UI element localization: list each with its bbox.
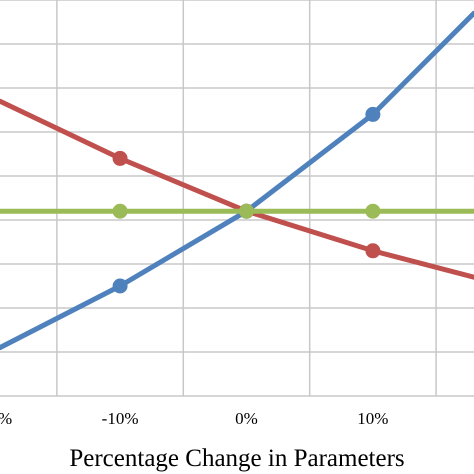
series-lines [0,10,474,351]
grid [0,0,474,397]
series-1-line [0,10,474,351]
x-tick-label: -10% [102,409,139,428]
series-2-point [365,243,381,259]
x-axis-title: Percentage Change in Parameters [69,445,404,472]
series-2-point [112,150,128,166]
x-tick-label: 10% [357,409,388,428]
x-tick-label: 0% [235,409,258,428]
series-3-point [365,203,381,219]
series-1-point [112,278,128,294]
series-3-point [238,203,254,219]
series-1-point [365,106,381,122]
series-3-point [112,203,128,219]
x-tick-label: -20% [0,409,12,428]
x-tick-labels: -20%-10%0%10%20% [0,409,388,428]
series-2-line [0,98,474,280]
